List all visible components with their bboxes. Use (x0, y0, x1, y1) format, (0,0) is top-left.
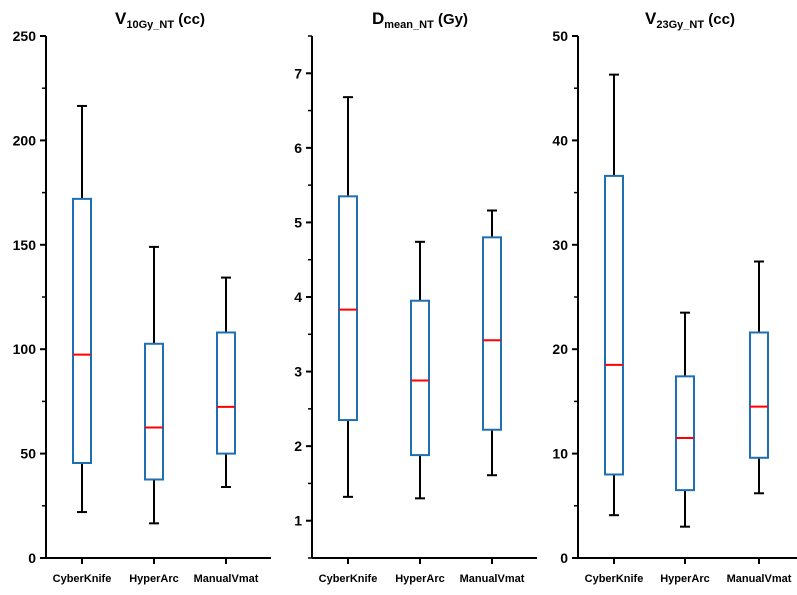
panel-1: V10Gy_NT (cc) 0 50 100 150 200 250 CyberKnife Hy… (13, 9, 271, 585)
x-tick-label: HyperArc (395, 573, 445, 585)
title-unit: (Gy) (434, 11, 468, 28)
iqr-box (410, 299, 430, 457)
x-tick-label: CyberKnife (319, 573, 378, 585)
y-tick-label: 4 (294, 289, 302, 305)
y-tick-label: 150 (13, 237, 37, 253)
y-tick-label: 10 (552, 446, 568, 462)
panel-title: Dmean_NT (Gy) (372, 9, 468, 31)
title-subscript: 23Gy_NT (656, 19, 704, 31)
iqr-box (72, 197, 92, 464)
iqr-box (749, 331, 769, 459)
y-tick-label: 100 (13, 341, 37, 357)
title-main: V (645, 9, 657, 28)
y-tick-label: 0 (560, 550, 568, 566)
box-manualvmat: ManualVmat (460, 209, 525, 585)
title-unit: (cc) (174, 11, 205, 28)
x-tick-label: ManualVmat (727, 573, 792, 585)
x-tick-label: CyberKnife (53, 573, 112, 585)
box-manualvmat: ManualVmat (194, 276, 259, 585)
x-tick-label: HyperArc (660, 573, 710, 585)
title-main: V (115, 9, 127, 28)
iqr-box (144, 342, 164, 481)
box-cyberknife: CyberKnife (53, 104, 112, 585)
x-tick-label: CyberKnife (585, 573, 644, 585)
y-tick-label: 7 (294, 65, 302, 81)
box-hyperarc: HyperArc (129, 245, 179, 585)
panel-3: V23Gy_NT (cc) 0 10 20 30 40 50 CyberKnife HyperA… (552, 9, 797, 585)
title-subscript: 10Gy_NT (126, 19, 174, 31)
title-main: D (372, 9, 384, 28)
y-tick-label: 2 (294, 438, 302, 454)
y-tick-label: 0 (28, 550, 36, 566)
box-cyberknife: CyberKnife (585, 73, 644, 585)
box-manualvmat: ManualVmat (727, 260, 792, 585)
panel-2: Dmean_NT (Gy) 1 2 3 4 5 6 7 CyberKnife HyperArc Ma… (294, 9, 537, 585)
y-tick-label: 200 (13, 132, 37, 148)
y-tick-label: 1 (294, 513, 302, 529)
panel-title: V10Gy_NT (cc) (115, 9, 205, 31)
iqr-box (482, 236, 502, 431)
x-tick-label: ManualVmat (460, 573, 525, 585)
title-unit: (cc) (704, 11, 735, 28)
iqr-box (338, 195, 358, 422)
box-cyberknife: CyberKnife (319, 96, 378, 585)
panel-title: V23Gy_NT (cc) (645, 9, 735, 31)
y-tick-label: 6 (294, 140, 302, 156)
box-hyperarc: HyperArc (395, 240, 445, 585)
y-tick-label: 20 (552, 341, 568, 357)
y-tick-label: 30 (552, 237, 568, 253)
box-hyperarc: HyperArc (660, 311, 710, 585)
iqr-box (675, 375, 695, 492)
y-tick-label: 250 (13, 28, 37, 44)
title-subscript: mean_NT (384, 19, 434, 31)
x-tick-label: ManualVmat (194, 573, 259, 585)
x-tick-label: HyperArc (129, 573, 179, 585)
y-tick-label: 40 (552, 132, 568, 148)
y-tick-label: 5 (294, 214, 302, 230)
y-tick-label: 50 (552, 28, 568, 44)
iqr-box (216, 331, 236, 455)
iqr-box (604, 174, 624, 476)
y-tick-label: 3 (294, 364, 302, 380)
y-tick-label: 50 (20, 446, 36, 462)
